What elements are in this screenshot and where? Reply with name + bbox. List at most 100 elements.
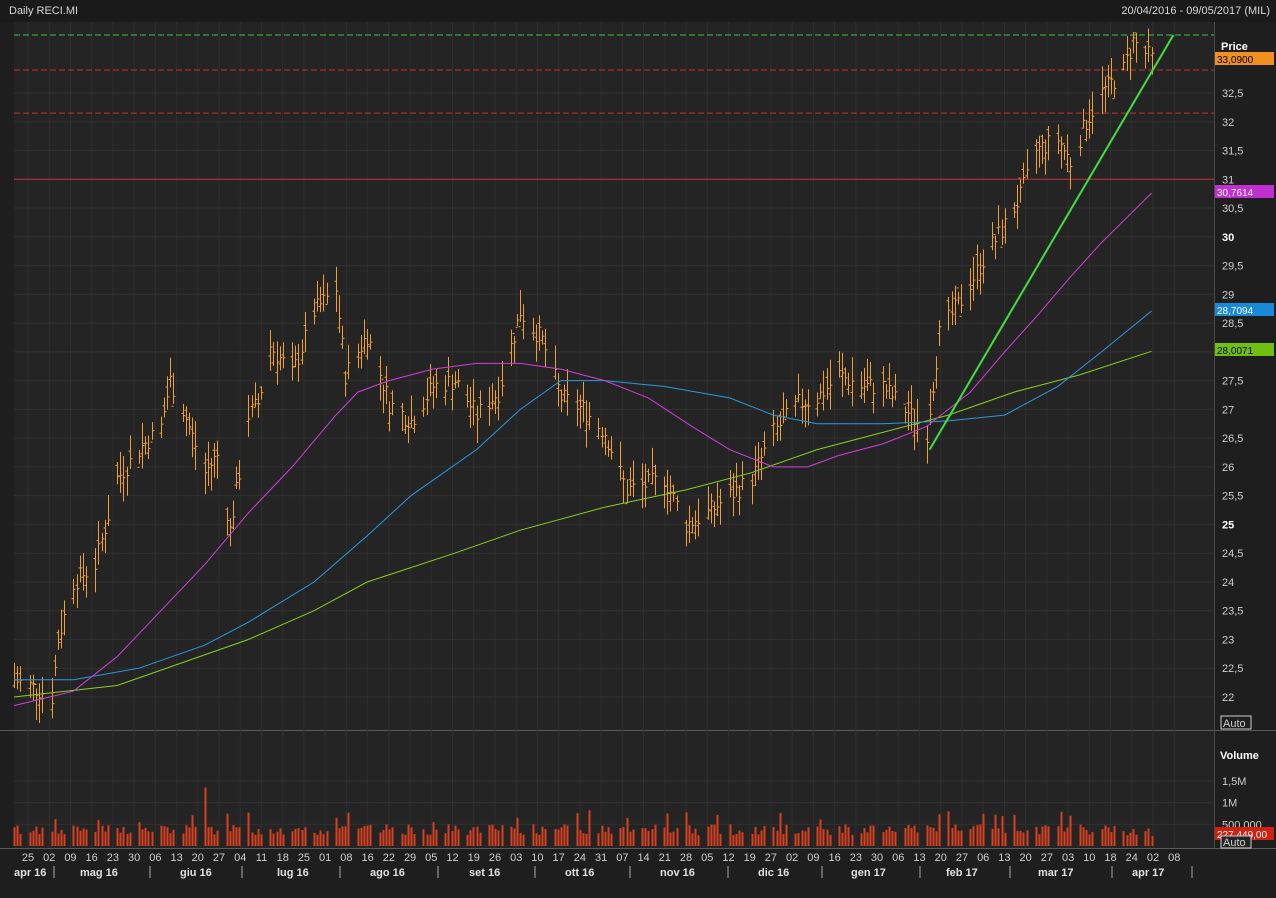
- x-tick-label: 27: [765, 852, 777, 864]
- month-label: ago 16: [370, 867, 405, 879]
- x-tick-label: 18: [1104, 852, 1116, 864]
- y-tick-label: 22,5: [1222, 663, 1243, 675]
- y-tick-label: 23,5: [1222, 606, 1243, 618]
- y-tick-label: 26,5: [1222, 433, 1243, 445]
- x-tick-label: 30: [871, 852, 883, 864]
- x-tick-label: 03: [510, 852, 522, 864]
- volume-axis-mode: Auto: [1223, 837, 1246, 849]
- y-tick-label: 24,5: [1222, 548, 1243, 560]
- y-tick-label: 32,5: [1222, 88, 1243, 100]
- y-tick-label: 22: [1222, 692, 1234, 704]
- x-tick-label: 20: [935, 852, 947, 864]
- x-tick-label: 30: [128, 852, 140, 864]
- month-label: set 16: [469, 867, 500, 879]
- x-tick-label: 19: [468, 852, 480, 864]
- y-tick-label: 31,5: [1222, 146, 1243, 158]
- chart-header: Daily RECI.MI 20/04/2016 - 09/05/2017 (M…: [0, 0, 1276, 22]
- date-range: 20/04/2016 - 09/05/2017 (MIL): [1121, 5, 1270, 17]
- volume-auto-box: [1220, 835, 1252, 849]
- ma-slow-badge-bg: [1215, 343, 1274, 356]
- chart-title: Daily RECI.MI: [9, 5, 79, 17]
- x-tick-label: 22: [383, 852, 395, 864]
- ma-fast-line: [13, 192, 1152, 707]
- ma-fast-badge: 30,7614: [1217, 188, 1254, 199]
- x-tick-label: 26: [489, 852, 501, 864]
- month-label: giu 16: [180, 867, 212, 879]
- ma-mid-line: [14, 310, 1152, 681]
- volume-tick-label: 1M: [1222, 798, 1237, 810]
- y-tick-label: 25: [1222, 519, 1234, 531]
- month-label: apr 17: [1132, 867, 1164, 879]
- x-tick-label: 07: [616, 852, 628, 864]
- x-tick-label: 11: [256, 852, 267, 864]
- volume-panel: [14, 731, 1214, 848]
- x-tick-label: 27: [213, 852, 225, 864]
- y-tick-label: 25,5: [1222, 491, 1243, 503]
- x-tick-label: 02: [786, 852, 798, 864]
- x-tick-label: 16: [361, 852, 373, 864]
- month-label: mar 17: [1038, 867, 1073, 879]
- y-tick-label: 27,5: [1222, 376, 1243, 388]
- ma-mid-badge: 28,7094: [1217, 306, 1254, 317]
- x-tick-label: 06: [149, 852, 161, 864]
- month-label: gen 17: [851, 867, 886, 879]
- x-tick-label: 18: [277, 852, 289, 864]
- y-tick-label: 32: [1222, 117, 1234, 129]
- x-tick-label: 13: [913, 852, 925, 864]
- x-tick-label: 12: [446, 852, 458, 864]
- x-tick-label: 14: [637, 852, 649, 864]
- x-tick-label: 24: [574, 852, 586, 864]
- x-tick-label: 08: [1168, 852, 1180, 864]
- y-tick-label: 29: [1222, 289, 1234, 301]
- x-tick-label: 09: [807, 852, 819, 864]
- x-tick-label: 13: [998, 852, 1010, 864]
- x-tick-label: 27: [956, 852, 968, 864]
- price-auto-box: [1220, 715, 1252, 730]
- ma-slow-badge: 28,0071: [1217, 346, 1254, 357]
- x-tick-label: 20: [192, 852, 204, 864]
- x-tick-label: 03: [1062, 852, 1074, 864]
- month-label: lug 16: [277, 867, 309, 879]
- x-tick-label: 02: [1147, 852, 1159, 864]
- x-tick-label: 09: [64, 852, 76, 864]
- y-tick-label: 31: [1222, 174, 1234, 186]
- month-label: dic 16: [758, 867, 789, 879]
- x-tick-label: 23: [850, 852, 862, 864]
- y-tick-label: 30,5: [1222, 203, 1243, 215]
- x-tick-label: 23: [107, 852, 119, 864]
- y-tick-label: 30: [1222, 232, 1234, 244]
- x-tick-label: 17: [553, 852, 565, 864]
- x-tick-label: 28: [680, 852, 692, 864]
- x-tick-label: 19: [744, 852, 756, 864]
- month-label: feb 17: [946, 867, 978, 879]
- x-tick-label: 12: [722, 852, 734, 864]
- month-label: nov 16: [660, 867, 695, 879]
- x-tick-label: 02: [43, 852, 55, 864]
- x-tick-label: 16: [828, 852, 840, 864]
- x-tick-label: 04: [234, 852, 246, 864]
- y-tick-label: 28,5: [1222, 318, 1243, 330]
- price-panel: [14, 22, 1214, 730]
- x-tick-label: 25: [298, 852, 310, 864]
- x-tick-label: 24: [1126, 852, 1138, 864]
- x-tick-label: 16: [86, 852, 98, 864]
- ma-mid-badge-bg: [1215, 303, 1274, 316]
- volume-tick-label: 1,5M: [1222, 776, 1246, 788]
- y-tick-label: 26: [1222, 462, 1234, 474]
- x-tick-label: 29: [404, 852, 416, 864]
- y-tick-label: 23: [1222, 634, 1234, 646]
- x-tick-label: 27: [1041, 852, 1053, 864]
- price-last-badge: 33,0900: [1217, 55, 1254, 66]
- x-tick-label: 10: [1083, 852, 1095, 864]
- x-tick-label: 10: [531, 852, 543, 864]
- price-last-badge-bg: [1215, 52, 1274, 65]
- x-tick-label: 06: [977, 852, 989, 864]
- ma-slow-line: [13, 350, 1152, 698]
- price-axis-mode: Auto: [1223, 718, 1246, 730]
- volume-axis-label: Volume: [1220, 750, 1259, 762]
- month-label: apr 16: [14, 867, 46, 879]
- x-tick-label: 25: [22, 852, 34, 864]
- x-tick-label: 13: [170, 852, 182, 864]
- y-tick-label: 27: [1222, 404, 1234, 416]
